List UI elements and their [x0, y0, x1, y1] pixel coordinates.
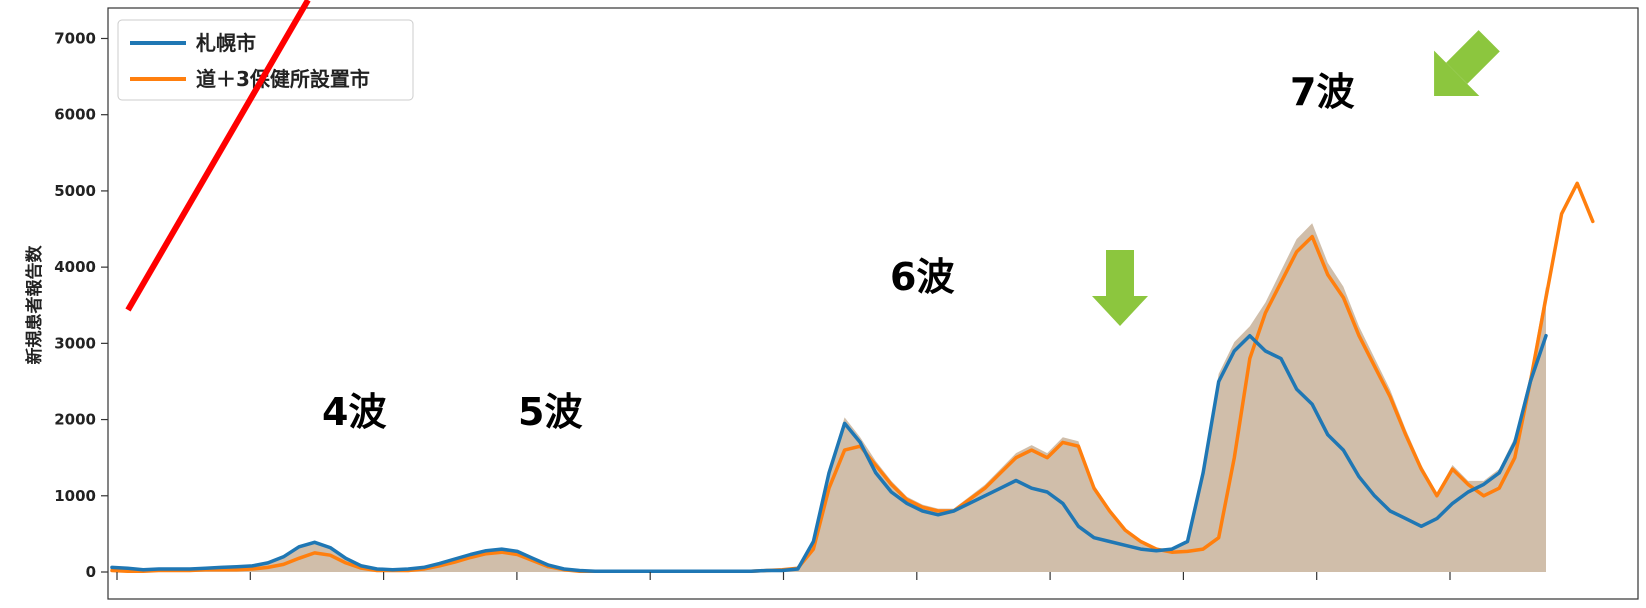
- y-tick-label: 5000: [54, 182, 96, 200]
- down-arrow-icon: [1092, 250, 1148, 326]
- red-slash-line: [125, 0, 311, 312]
- y-tick-label: 2000: [54, 411, 96, 429]
- y-axis-label: 新規患者報告数: [24, 245, 45, 365]
- y-tick-label: 3000: [54, 334, 96, 352]
- series-line: [110, 333, 1548, 573]
- y-tick-label: 6000: [54, 106, 96, 124]
- series-line: [110, 181, 1595, 573]
- series-lines: [110, 181, 1595, 573]
- wave-label-4: 4波: [322, 390, 386, 434]
- wave-label-5: 5波: [518, 390, 582, 434]
- daily-bars-area: [112, 223, 1546, 572]
- y-tick-label: 4000: [54, 258, 96, 276]
- y-tick-label: 7000: [54, 29, 96, 47]
- y-tick-label: 1000: [54, 487, 96, 505]
- legend-label-sapporo: 札幌市: [195, 31, 256, 55]
- diagonal-down-arrow-icon: [1434, 30, 1500, 96]
- daily-report-area: [112, 223, 1546, 572]
- x-axis: [116, 572, 1451, 580]
- y-axis: 0 1000 2000 3000 4000 5000 6000 7000: [54, 29, 108, 581]
- wave-label-7: 7波: [1290, 70, 1354, 114]
- legend-label-hokkaido: 道＋3保健所設置市: [196, 67, 370, 91]
- wave-label-6: 6波: [890, 255, 954, 299]
- legend-box: [117, 19, 414, 101]
- legend: 札幌市 道＋3保健所設置市: [117, 19, 414, 101]
- y-tick-label: 0: [86, 563, 96, 581]
